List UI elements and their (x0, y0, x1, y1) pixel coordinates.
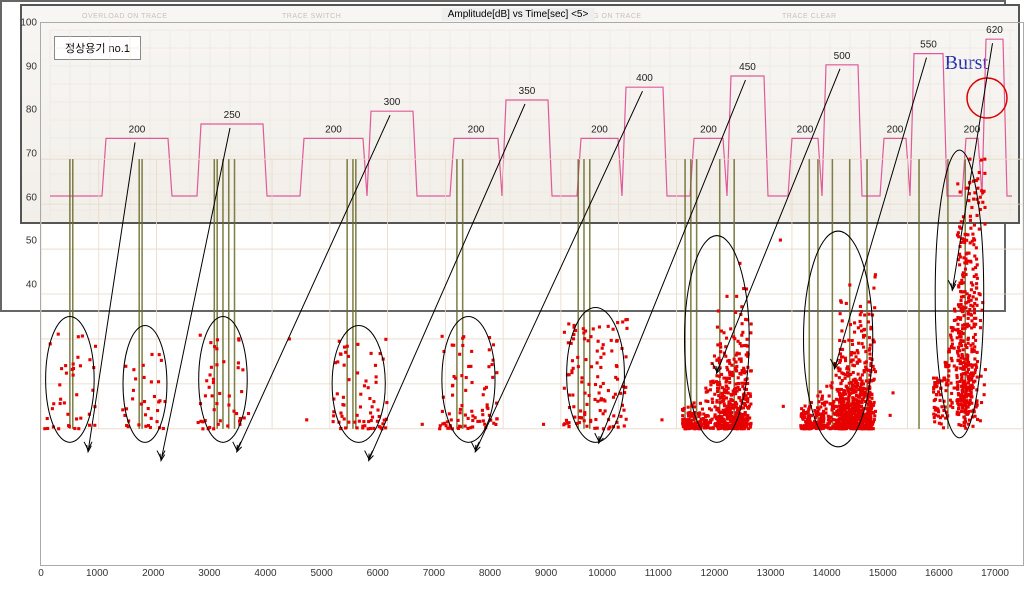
x-tick-label: 2000 (142, 568, 164, 579)
scatter-svg (41, 23, 1023, 565)
y-tick-label: 70 (26, 149, 37, 160)
x-tick-label: 14000 (813, 568, 841, 579)
y-tick-label: 60 (26, 192, 37, 203)
x-tick-label: 3000 (198, 568, 220, 579)
x-tick-label: 1000 (86, 568, 108, 579)
svg-text:OVERLOAD ON TRACE: OVERLOAD ON TRACE (82, 13, 167, 20)
x-tick-label: 7000 (423, 568, 445, 579)
y-tick-label: 50 (26, 236, 37, 247)
x-tick-label: 9000 (535, 568, 557, 579)
x-tick-label: 6000 (367, 568, 389, 579)
svg-text:TRACE SWITCH: TRACE SWITCH (282, 13, 341, 20)
x-tick-label: 8000 (479, 568, 501, 579)
y-tick-label: 40 (26, 280, 37, 291)
x-tick-label: 13000 (757, 568, 785, 579)
x-tick-label: 11000 (645, 568, 672, 579)
x-tick-label: 17000 (981, 568, 1009, 579)
x-tick-label: 4000 (254, 568, 276, 579)
plot-area: 4050607080901000100020003000400050006000… (40, 22, 1024, 566)
x-tick-label: 16000 (925, 568, 953, 579)
x-tick-label: 15000 (869, 568, 897, 579)
x-tick-label: 5000 (310, 568, 332, 579)
x-tick-label: 10000 (588, 568, 616, 579)
y-tick-label: 100 (20, 18, 37, 29)
x-tick-label: 12000 (701, 568, 729, 579)
svg-text:TRACE CLEAR: TRACE CLEAR (782, 13, 837, 20)
y-tick-label: 90 (26, 61, 37, 72)
y-tick-label: 80 (26, 105, 37, 116)
amplitude-scatter-panel: Amplitude[dB] vs Time[sec] <5> 40 50 60 70 8… (0, 0, 1006, 312)
chart-title: Amplitude[dB] vs Time[sec] <5> (442, 8, 595, 21)
x-tick-label: 0 (38, 568, 44, 579)
